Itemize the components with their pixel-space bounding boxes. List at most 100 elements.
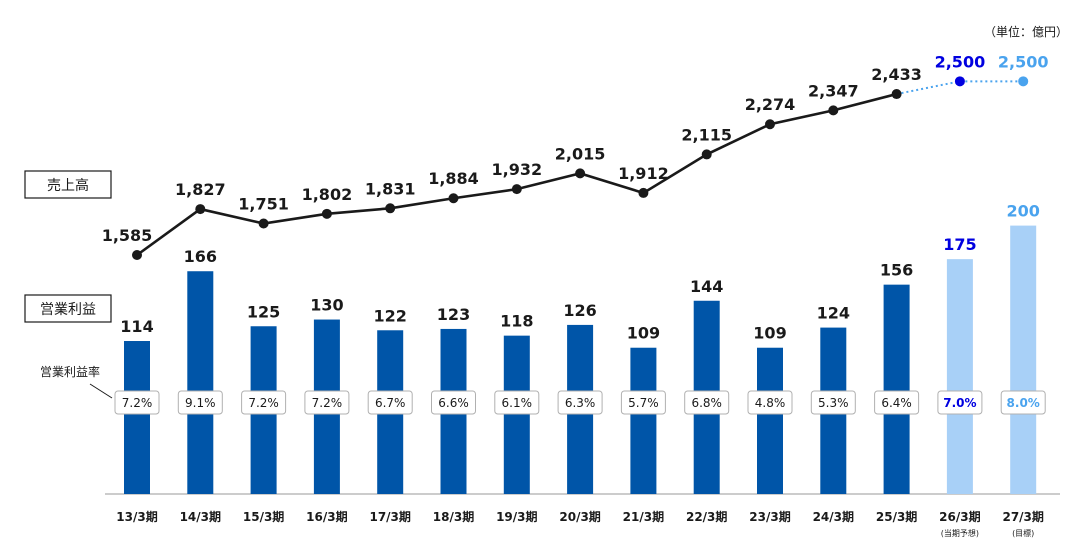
x-tick-label: 26/3期 bbox=[939, 509, 980, 524]
margin-box bbox=[494, 390, 540, 415]
x-tick-label: 21/3期 bbox=[623, 509, 664, 524]
bar-value-label: 118 bbox=[500, 312, 533, 331]
margin-value-label: 6.6% bbox=[438, 396, 469, 410]
x-tick-label: 16/3期 bbox=[306, 509, 347, 524]
sales-value-label: 1,802 bbox=[302, 185, 353, 204]
bar-value-label: 114 bbox=[120, 317, 153, 336]
sales-point-23/3期 bbox=[765, 119, 775, 130]
margin-value-label: 6.3% bbox=[565, 396, 596, 410]
margin-leader-line bbox=[89, 383, 113, 399]
sales-point-21/3期 bbox=[638, 187, 649, 198]
sales-value-label: 2,433 bbox=[871, 65, 922, 84]
bar-23/3期 bbox=[757, 347, 783, 494]
sales-point-18/3期 bbox=[448, 193, 459, 204]
bar-value-label: 156 bbox=[880, 261, 913, 280]
legend-sales-label: 売上高 bbox=[47, 177, 89, 194]
sales-value-label: 1,751 bbox=[238, 194, 289, 213]
x-tick-label: 22/3期 bbox=[686, 509, 727, 524]
x-tick-label: 24/3期 bbox=[813, 509, 854, 524]
x-tick-label: 23/3期 bbox=[749, 509, 790, 524]
margin-value-label: 6.7% bbox=[375, 396, 406, 410]
margin-value-label: 7.0% bbox=[943, 396, 976, 410]
sales-value-label: 2,015 bbox=[555, 144, 606, 163]
margin-value-label: 7.2% bbox=[312, 396, 343, 410]
legend-operating-margin: 営業利益率 bbox=[40, 364, 113, 399]
operating-margin-boxes: 7.2% 9.1% 7.2% 7.2% 6.7% 6.6% 6.1% 6.3% 5.7% 6.8%… bbox=[114, 390, 1046, 415]
bar-13/3期 bbox=[124, 341, 150, 494]
margin-box bbox=[684, 390, 730, 415]
sales-value-label: 1,912 bbox=[618, 164, 669, 183]
margin-value-label: 5.7% bbox=[628, 396, 659, 410]
sales-point-22/3期 bbox=[701, 149, 712, 160]
bar-19/3期 bbox=[503, 335, 530, 494]
sales-point-19/3期 bbox=[511, 184, 522, 195]
margin-value-label: 4.8% bbox=[755, 396, 786, 410]
margin-box bbox=[620, 390, 666, 415]
legend-operating-margin-label: 営業利益率 bbox=[40, 364, 100, 379]
sales-value-label: 2,500 bbox=[998, 52, 1049, 71]
operating-profit-value-labels: 114 166 125 130 122 123 118 126 109 144 109 124 156 1… bbox=[120, 202, 1040, 343]
sales-point-24/3期 bbox=[828, 105, 839, 116]
x-axis-tick-labels: 13/3期 14/3期 15/3期 16/3期 17/3期 18/3期 19/3期 20/3期… bbox=[116, 509, 1044, 538]
bar-value-label: 109 bbox=[627, 324, 660, 343]
x-tick-label: 13/3期 bbox=[116, 509, 157, 524]
sales-line bbox=[132, 76, 1029, 260]
x-tick-label: 19/3期 bbox=[496, 509, 537, 524]
bar-14/3期 bbox=[187, 271, 214, 494]
margin-box bbox=[874, 390, 920, 415]
margin-value-label: 6.8% bbox=[691, 396, 722, 410]
x-tick-label: 25/3期 bbox=[876, 509, 917, 524]
sales-value-label: 1,585 bbox=[102, 226, 153, 245]
bar-value-label: 125 bbox=[247, 302, 280, 321]
margin-value-label: 5.3% bbox=[818, 396, 849, 410]
x-tick-label: 17/3期 bbox=[369, 509, 410, 524]
sales-point-26/3期 bbox=[954, 76, 965, 87]
sales-point-16/3期 bbox=[321, 208, 332, 219]
legend-sales: 売上高 bbox=[24, 170, 112, 199]
unit-label: （単位：億円） bbox=[984, 24, 1068, 39]
bar-value-label: 124 bbox=[817, 304, 850, 323]
margin-box bbox=[810, 390, 856, 415]
margin-box bbox=[304, 390, 350, 415]
x-tick-label: 14/3期 bbox=[180, 509, 221, 524]
sales-value-label: 1,884 bbox=[428, 169, 479, 188]
margin-box bbox=[1000, 390, 1046, 415]
x-tick-label: 20/3期 bbox=[559, 509, 600, 524]
bar-value-label: 130 bbox=[310, 296, 343, 315]
margin-box bbox=[937, 390, 983, 415]
bar-25/3期 bbox=[883, 284, 910, 494]
margin-value-label: 9.1% bbox=[185, 396, 216, 410]
margin-box bbox=[431, 390, 476, 415]
x-tick-label: 27/3期 bbox=[1002, 509, 1043, 524]
margin-value-label: 8.0% bbox=[1007, 396, 1040, 410]
x-tick-label: 18/3期 bbox=[433, 509, 474, 524]
bar-value-label: 144 bbox=[690, 277, 723, 296]
margin-value-label: 6.4% bbox=[881, 396, 912, 410]
sales-point-27/3期 bbox=[1018, 76, 1029, 87]
bar-value-label: 175 bbox=[943, 235, 976, 254]
bar-26/3期 bbox=[946, 259, 973, 494]
margin-value-label: 7.2% bbox=[122, 396, 153, 410]
x-tick-label: 15/3期 bbox=[243, 509, 284, 524]
bar-value-label: 166 bbox=[184, 247, 217, 266]
margin-box bbox=[241, 390, 287, 415]
bar-value-label: 126 bbox=[563, 301, 596, 320]
sales-value-label: 2,115 bbox=[681, 125, 732, 144]
bar-21/3期 bbox=[630, 347, 657, 494]
sales-value-label: 2,274 bbox=[745, 95, 796, 114]
margin-box bbox=[114, 390, 160, 415]
bar-value-label: 200 bbox=[1006, 202, 1039, 221]
margin-value-label: 7.2% bbox=[248, 396, 279, 410]
margin-box bbox=[747, 390, 793, 415]
sales-point-13/3期 bbox=[132, 250, 142, 260]
sales-point-14/3期 bbox=[195, 204, 206, 215]
sales-line-forecast bbox=[896, 80, 1024, 96]
legend-operating-profit-label: 営業利益 bbox=[40, 302, 96, 318]
margin-box bbox=[367, 390, 413, 415]
x-tick-note: (当期予想) bbox=[941, 528, 979, 538]
sales-value-labels: 1,585 1,827 1,751 1,802 1,831 1,884 1,932 2,015… bbox=[102, 52, 1049, 245]
sales-point-17/3期 bbox=[385, 203, 396, 214]
bar-value-label: 109 bbox=[753, 324, 786, 343]
sales-value-label: 2,500 bbox=[935, 52, 986, 71]
